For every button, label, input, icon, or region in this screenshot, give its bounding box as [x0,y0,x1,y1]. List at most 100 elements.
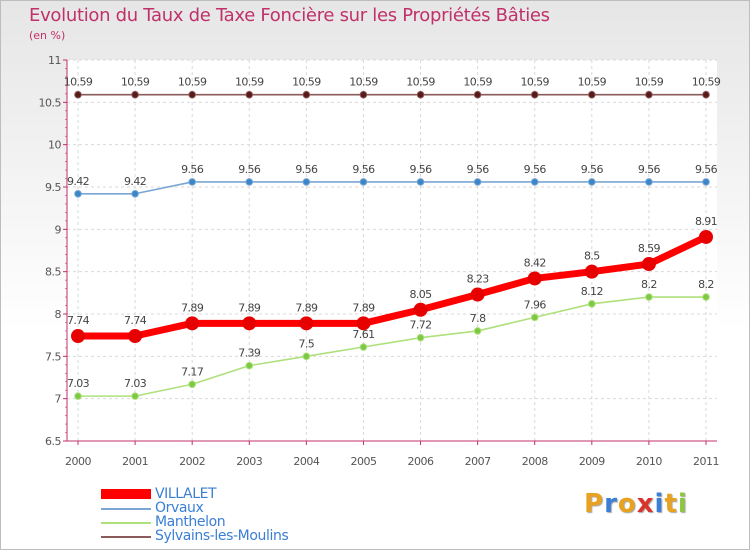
data-point-3 [702,90,710,99]
data-label-1: 9.56 [295,163,318,176]
data-label-0: 7.89 [181,301,204,314]
y-tick-label: 11 [48,54,61,67]
data-point-2 [74,392,82,400]
data-point-0 [71,329,85,344]
data-point-2 [530,313,539,322]
data-point-0 [584,264,599,279]
y-tick-label: 9.5 [45,181,61,194]
y-tick-label: 7.5 [45,350,61,363]
data-label-1: 9.56 [238,163,261,176]
data-label-0: 8.59 [638,242,661,255]
legend-swatch-villalet [101,489,151,499]
data-label-3: 10.59 [292,76,321,89]
data-point-1 [473,178,482,186]
data-label-1: 9.56 [524,163,547,176]
data-label-0: 8.91 [695,215,717,228]
data-label-2: 7.03 [124,377,147,390]
x-tick-label: 2007 [465,455,491,468]
x-tick-label: 2001 [122,455,148,468]
data-point-2 [302,352,311,361]
data-point-1 [302,178,311,186]
data-point-3 [473,90,482,99]
logo-letter: o [617,489,637,519]
plot-area [67,60,717,441]
data-label-1: 9.56 [352,163,375,176]
data-label-3: 10.59 [692,76,721,89]
data-label-3: 10.59 [349,76,378,89]
data-point-0 [527,271,542,286]
x-tick-label: 2005 [350,455,376,468]
y-tick-label: 9 [55,223,62,236]
data-label-0: 8.42 [524,256,546,269]
data-label-2: 7.03 [67,377,90,390]
data-point-3 [645,90,653,99]
x-tick-label: 2006 [408,455,434,468]
logo-letter: i [677,489,688,519]
data-label-1: 9.56 [581,163,604,176]
data-label-1: 9.56 [467,163,490,176]
data-point-0 [699,229,713,244]
y-tick-label: 10.5 [39,96,62,109]
data-point-0 [641,257,656,272]
data-point-3 [188,90,196,99]
logo-letter: r [604,489,618,519]
logo-letter: P [584,489,605,519]
data-label-3: 10.59 [520,76,549,89]
data-point-3 [74,90,82,99]
data-label-2: 8.12 [581,285,603,298]
data-label-3: 10.59 [406,76,435,89]
y-tick-label: 8.5 [45,266,61,279]
x-tick-label: 2000 [65,455,91,468]
data-label-2: 7.61 [352,328,374,341]
data-point-2 [245,361,254,370]
series-line-0 [74,233,710,340]
data-label-0: 7.74 [124,314,147,327]
data-point-0 [185,316,200,331]
chart-title: Evolution du Taux de Taxe Foncière sur l… [29,5,550,26]
x-tick-label: 2003 [236,455,262,468]
legend-label-villalet: VILLALET [155,486,217,502]
data-label-3: 10.59 [578,76,607,89]
data-point-1 [702,178,710,186]
data-label-1: 9.42 [124,175,146,188]
data-point-3 [131,90,139,99]
data-point-1 [131,189,139,198]
data-point-1 [645,178,653,186]
data-label-1: 9.56 [409,163,432,176]
data-label-0: 8.23 [467,273,490,286]
data-point-1 [359,178,368,186]
unit-label: (en %) [29,29,66,42]
data-point-2 [131,392,139,400]
series-line-2 [77,296,707,397]
data-point-1 [74,189,82,198]
x-tick-label: 2004 [293,455,319,468]
legend-swatch-sylvains [101,536,151,538]
data-label-3: 10.59 [121,76,150,89]
logo-letter: x [636,489,655,519]
data-label-2: 7.5 [299,337,315,350]
data-label-0: 7.89 [238,301,261,314]
data-point-3 [302,90,311,99]
logo-letter: i [654,489,665,519]
data-point-0 [128,329,143,344]
data-label-2: 7.72 [409,319,431,332]
data-point-3 [245,90,254,99]
data-label-2: 7.8 [470,312,486,325]
data-point-2 [702,293,710,301]
data-point-0 [413,302,428,317]
data-point-3 [530,90,539,99]
data-point-0 [242,316,257,331]
data-point-2 [588,300,596,308]
data-point-2 [473,327,482,335]
data-point-1 [188,178,196,186]
x-tick-label: 2011 [693,455,719,468]
x-tick-label: 2008 [522,455,548,468]
data-label-0: 8.05 [409,288,432,301]
y-tick-label: 8 [55,308,62,321]
data-label-2: 7.96 [524,298,547,311]
data-label-1: 9.56 [181,163,204,176]
proxiti-logo: Proxiti [584,489,688,519]
data-point-1 [588,178,596,186]
